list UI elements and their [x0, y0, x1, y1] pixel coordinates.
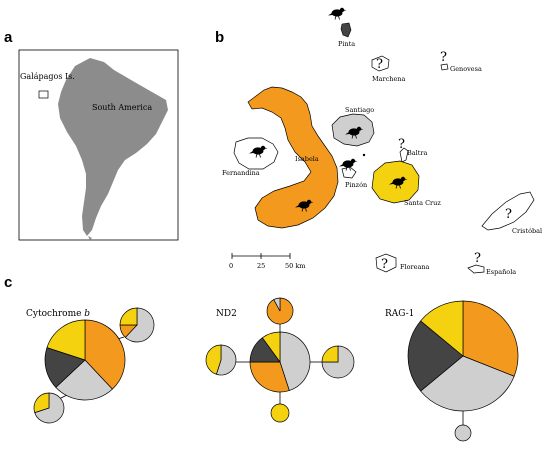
pinzon-label: Pinzón	[345, 181, 367, 189]
panel-b-letter: b	[215, 29, 224, 46]
scale-tick-25: 25	[257, 262, 265, 270]
pie-slice	[420, 300, 464, 357]
pie-slice	[420, 355, 515, 412]
espanola-island	[467, 264, 485, 274]
pinta-island	[340, 22, 352, 38]
isabela-label: Isabela	[295, 155, 319, 163]
pie-slice	[46, 319, 86, 361]
rag1-label: RAG-1	[385, 309, 414, 319]
panel-c-letter: c	[4, 274, 12, 291]
pie-slice	[454, 424, 472, 442]
tierra-del-fuego	[88, 236, 92, 240]
nd2-haplotype-top	[266, 297, 294, 325]
pinta-bird-icon	[327, 7, 347, 20]
rag1-haplotype-small	[454, 424, 472, 442]
marchena-unknown-marker: ?	[376, 57, 383, 72]
galapagos-label: Galápagos Is.	[20, 72, 75, 81]
floreana-label: Floreana	[400, 263, 430, 271]
baltra-unknown-marker: ?	[398, 137, 405, 152]
pie-slice	[33, 392, 50, 414]
santa-cruz-label: Santa Cruz	[404, 199, 441, 207]
cristobal-label: Cristóbal	[512, 227, 542, 235]
rag1-haplotype-main	[407, 300, 519, 412]
genovesa-island	[440, 63, 449, 71]
fernandina-label: Fernandina	[222, 169, 260, 177]
floreana-unknown-marker: ?	[381, 257, 388, 272]
pie-slice	[462, 300, 519, 377]
pie-slice	[205, 344, 222, 375]
pie-slice	[279, 331, 311, 391]
pie-slice	[321, 345, 355, 379]
pie-slice	[44, 347, 86, 388]
cytb-haplotype-main	[44, 319, 126, 401]
scale-bar	[231, 253, 291, 259]
pie-slice	[249, 361, 290, 393]
nd2-haplotype-left	[205, 344, 237, 376]
pie-slice	[84, 319, 126, 390]
cytb-haplotype-lower	[33, 392, 65, 424]
panel-a-frame	[18, 49, 179, 241]
pie-slice	[55, 359, 113, 401]
marchena-island	[371, 55, 390, 72]
continent-label: South America	[92, 103, 152, 112]
nd2-haplotype-right	[321, 345, 355, 379]
pie-slice	[261, 331, 281, 364]
marchena-label: Marchena	[372, 75, 405, 83]
pie-slice	[119, 307, 138, 326]
baltra-label: Baltra	[407, 149, 427, 157]
panel-a-letter: a	[4, 29, 13, 46]
cytb-label: Cytochrome b	[26, 309, 90, 319]
cytb-haplotype-upper	[119, 307, 155, 343]
espanola-unknown-marker: ?	[474, 251, 481, 266]
pie-slice	[124, 307, 155, 343]
nd2-label: ND2	[216, 309, 237, 319]
pie-slice	[273, 297, 281, 312]
baltra-island	[399, 147, 409, 163]
galapagos-locator-box	[38, 90, 49, 99]
scale-tick-0: 0	[229, 262, 233, 270]
haplotype-network	[33, 297, 519, 442]
cristobal-island	[481, 191, 535, 231]
pie-slice	[270, 403, 290, 423]
cristobal-unknown-marker: ?	[505, 207, 512, 222]
nd2-haplotype-main	[249, 331, 311, 393]
scale-tick-50: 50 km	[285, 262, 305, 270]
santiago-label: Santiago	[345, 106, 374, 114]
pie-slice	[321, 345, 339, 363]
genovesa-label: Genovesa	[450, 65, 482, 73]
islet-dot	[362, 153, 366, 157]
nd2-haplotype-bottom	[270, 403, 290, 423]
floreana-island	[375, 253, 397, 273]
isabela-island	[247, 86, 339, 229]
espanola-label: Española	[486, 268, 516, 276]
south-america-map	[58, 58, 168, 236]
pinzon-island	[341, 166, 357, 179]
genovesa-unknown-marker: ?	[440, 50, 447, 65]
pinta-label: Pinta	[338, 40, 355, 48]
pie-slice	[407, 320, 464, 392]
